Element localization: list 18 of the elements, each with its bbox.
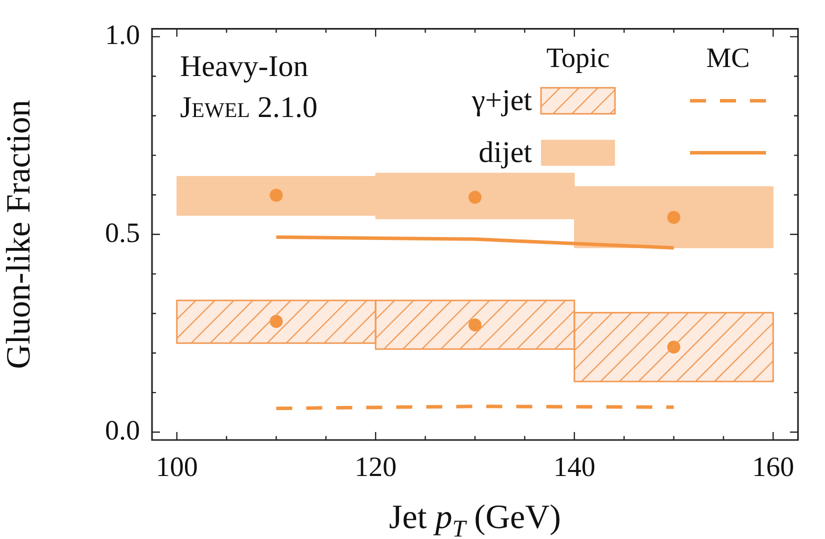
point [468,318,482,332]
point [667,210,680,224]
y-axis-title: Gluon-like Fraction [0,100,38,369]
point [468,190,482,204]
y-tick-label: 0.0 [105,415,140,446]
point [270,188,283,202]
annotation: Heavy-Ion [180,50,308,83]
x-tick-label: 160 [752,452,794,484]
y-tick-label: 1.0 [105,20,140,52]
legend-label: dijet [478,136,532,169]
y-tick-label: 0.5 [105,218,140,249]
annotation: Topic [546,42,610,74]
annotation: MC [706,42,750,74]
legend-label: γ+jet [472,84,532,117]
x-tick-label: 120 [354,452,397,484]
x-tick-label: 140 [553,452,596,484]
x-tick-label: 100 [156,452,198,484]
annotation: Jewel 2.1.0 [180,90,318,124]
